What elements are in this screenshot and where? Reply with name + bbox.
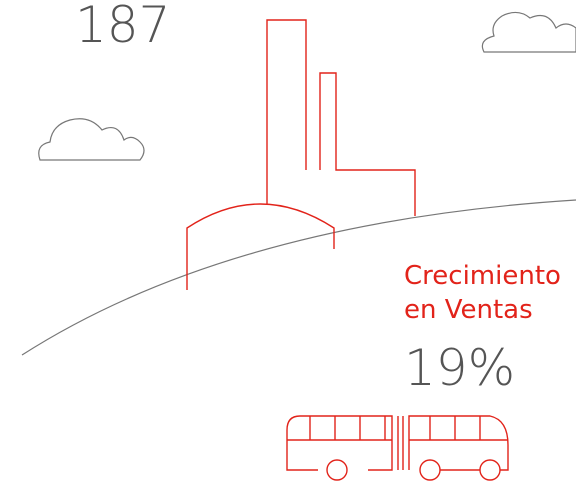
bus — [286, 415, 509, 481]
factory — [186, 19, 416, 290]
stat-value: 187 — [75, 0, 170, 54]
cloud — [38, 118, 145, 161]
ground-line — [21, 199, 576, 356]
stat-label: en Ventas — [404, 295, 533, 325]
stat-value: 19% — [404, 339, 515, 397]
cloud — [481, 11, 576, 53]
stat-label: Crecimiento — [404, 261, 561, 291]
